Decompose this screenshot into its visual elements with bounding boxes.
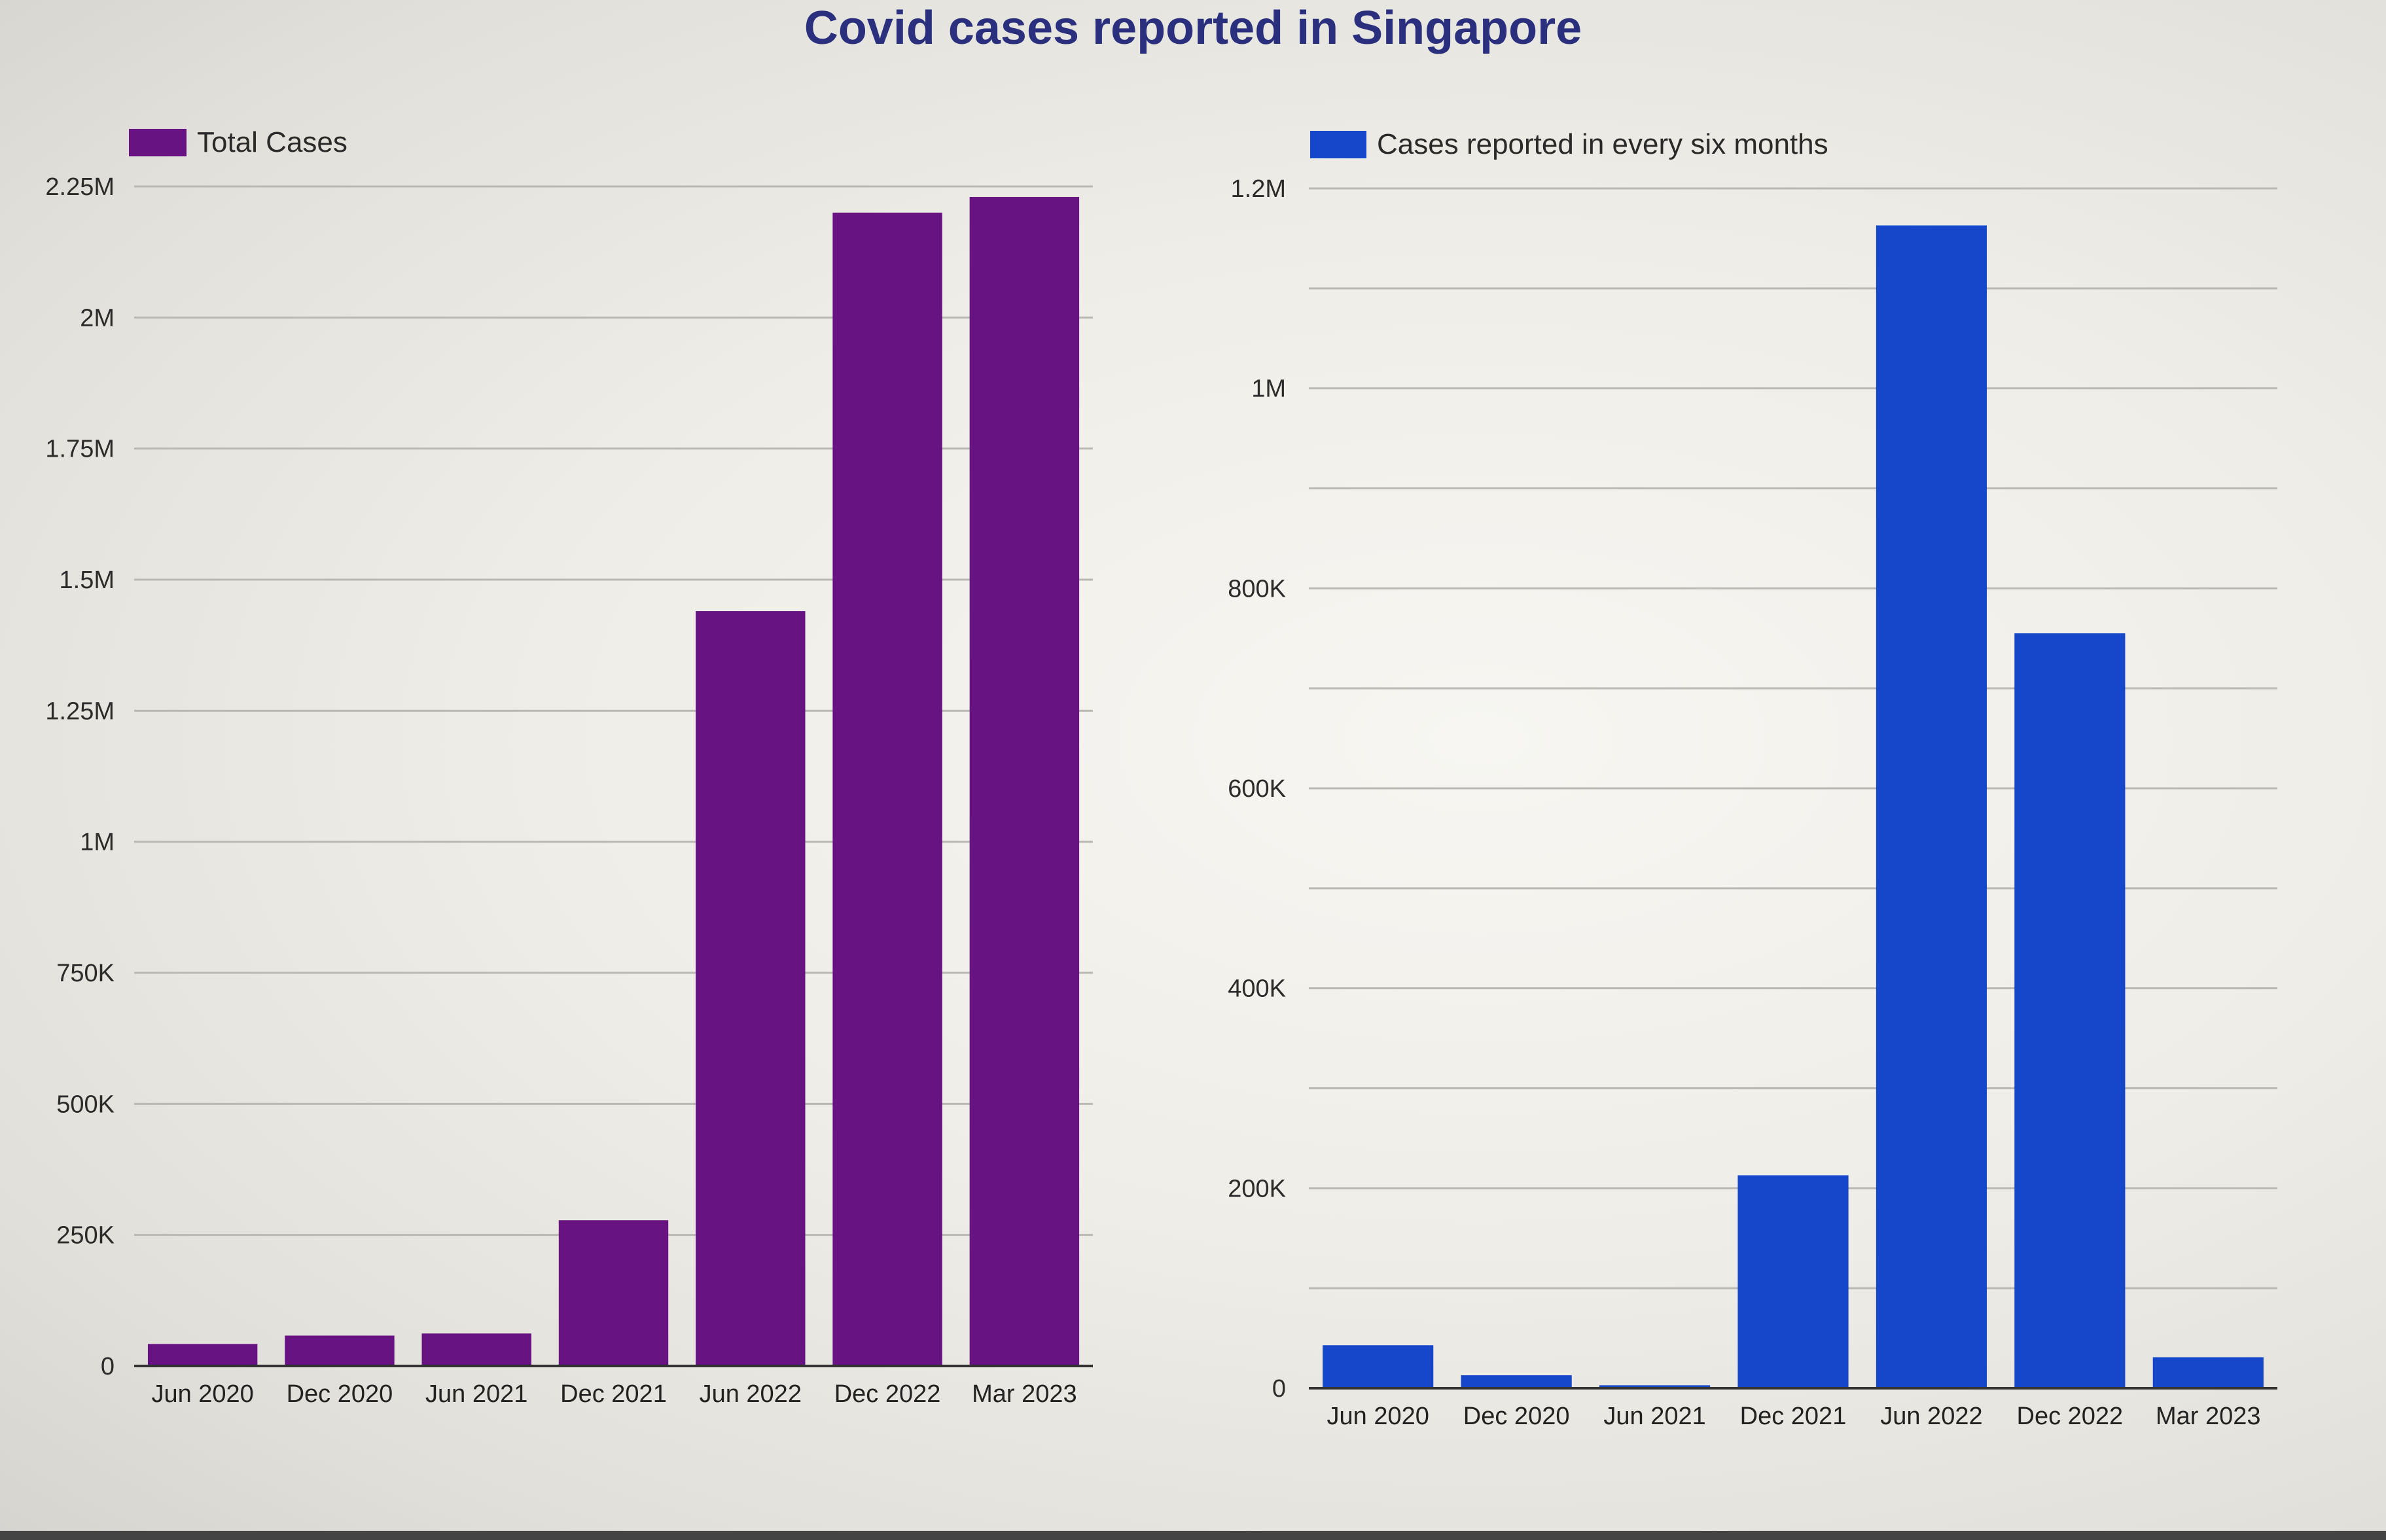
total-cases-y-tick-label: 750K	[56, 960, 115, 987]
six-month-cases-bar	[2152, 1357, 2264, 1388]
total-cases-y-tick-label: 250K	[56, 1222, 115, 1250]
total-cases-y-tick-label: 0	[101, 1353, 115, 1380]
six-month-cases-legend-label: Cases reported in every six months	[1377, 128, 1828, 160]
total-cases-y-tick-label: 500K	[56, 1091, 115, 1118]
total-cases-y-tick-label: 1.25M	[45, 697, 115, 725]
total-cases-bar	[969, 197, 1080, 1367]
total-cases-bar	[558, 1220, 669, 1366]
six-month-cases-x-tick-label: Jun 2022	[1880, 1403, 1982, 1430]
total-cases-bar	[696, 611, 806, 1366]
six-month-cases-bar	[1461, 1375, 1572, 1388]
six-month-cases-x-tick-label: Mar 2023	[2156, 1403, 2261, 1430]
total-cases-x-tick-label: Dec 2020	[287, 1380, 393, 1408]
total-cases-y-tick-label: 2M	[80, 304, 115, 332]
six-month-cases-x-tick-label: Jun 2020	[1327, 1403, 1429, 1430]
six-month-cases-bar	[2014, 633, 2126, 1388]
total-cases-x-tick-label: Jun 2022	[700, 1380, 802, 1408]
total-cases-bar	[421, 1333, 531, 1366]
six-month-cases-x-tick-label: Jun 2021	[1603, 1403, 1705, 1430]
six-month-cases-bar	[1737, 1175, 1849, 1388]
six-month-cases-legend-swatch	[1310, 131, 1366, 158]
total-cases-chart: 0 250K 500K 750K 1M 1.25M 1.5M 1.75M 2M 2.25M Jun …	[45, 126, 1093, 1408]
total-cases-x-tick-label: Jun 2020	[151, 1380, 253, 1408]
six-month-cases-y-tick-label: 1M	[1251, 376, 1286, 403]
total-cases-x-tick-label: Dec 2021	[560, 1380, 667, 1408]
screen-bezel	[0, 1531, 2386, 1540]
six-month-cases-x-tick-label: Dec 2022	[2017, 1403, 2124, 1430]
total-cases-bar	[285, 1335, 395, 1366]
six-month-cases-y-tick-label: 800K	[1228, 575, 1286, 603]
total-cases-x-tick-label: Dec 2022	[834, 1380, 941, 1408]
total-cases-x-tick-label: Mar 2023	[972, 1380, 1077, 1408]
six-month-cases-bar	[1876, 225, 1987, 1388]
six-month-cases-x-tick-label: Dec 2021	[1740, 1403, 1847, 1430]
total-cases-y-tick-label: 1.5M	[60, 567, 115, 594]
total-cases-bar	[832, 213, 942, 1367]
six-month-cases-bar	[1323, 1345, 1434, 1388]
six-month-cases-y-tick-label: 400K	[1228, 975, 1286, 1003]
total-cases-y-tick-label: 1.75M	[45, 436, 115, 463]
total-cases-legend-swatch	[129, 129, 187, 156]
total-cases-y-tick-label: 1M	[80, 829, 115, 856]
total-cases-legend-label: Total Cases	[197, 126, 347, 158]
six-month-cases-x-tick-label: Dec 2020	[1463, 1403, 1570, 1430]
total-cases-bar	[147, 1344, 258, 1366]
six-month-cases-y-tick-label: 200K	[1228, 1175, 1286, 1202]
six-month-cases-y-tick-label: 1.2M	[1231, 175, 1286, 203]
six-month-cases-y-tick-label: 600K	[1228, 775, 1286, 803]
six-month-cases-bar	[1599, 1385, 1711, 1388]
total-cases-y-tick-label: 2.25M	[45, 173, 115, 201]
page-title: Covid cases reported in Singapore	[804, 2, 1582, 54]
total-cases-x-tick-label: Jun 2021	[425, 1380, 527, 1408]
six-month-cases-y-tick-label: 0	[1272, 1375, 1286, 1403]
